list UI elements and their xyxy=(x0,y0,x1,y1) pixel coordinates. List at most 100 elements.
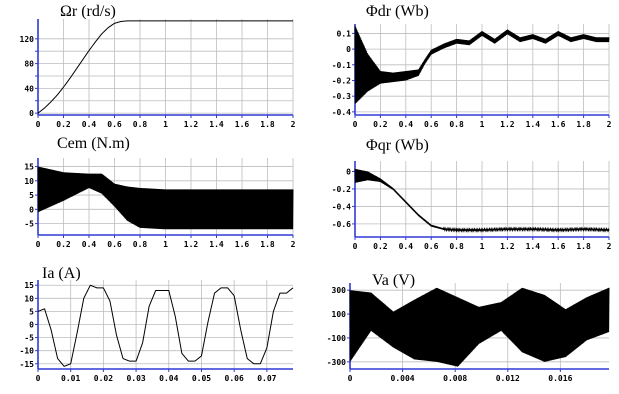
rotor-speed-x-ticks: 0 0.2 0.4 0.6 0.8 1 1.2 1.4 1.6 1.8 2 xyxy=(36,115,296,129)
torque-y-tick-label-2: 5 xyxy=(29,191,34,200)
current-y-tick-label-4: -5 xyxy=(24,334,34,343)
torque-x-tick-label-8: 1.6 xyxy=(235,240,250,249)
flux-qr-x-tick-label-4: 0.8 xyxy=(449,242,464,251)
current-x-tick-label-7: 0.07 xyxy=(257,374,276,383)
flux-qr-x-ticks: 0 0.2 0.4 0.6 0.8 1 1.2 1.4 1.6 1.8 2 xyxy=(353,237,612,251)
flux-dr-x-tick-label-4: 0.8 xyxy=(449,120,464,129)
rotor-speed-y-tick-label-0: 0 xyxy=(29,109,34,118)
flux-qr-y-tick-label-0: 0 xyxy=(346,167,351,176)
voltage-x-tick-label-1: 0.004 xyxy=(391,374,415,383)
flux-dr-x-tick-label-7: 1.4 xyxy=(526,120,541,129)
flux-dr-series-line xyxy=(354,25,610,104)
rotor-speed-y-ticks: 0 40 80 120 xyxy=(20,35,38,118)
flux-qr-x-tick-label-5: 1 xyxy=(480,242,485,251)
rotor-speed-x-tick-label-6: 1.2 xyxy=(184,120,199,129)
current-x-tick-label-2: 0.02 xyxy=(94,374,113,383)
chart-title-voltage: Va (V) xyxy=(372,272,415,289)
flux-dr-x-tick-label-5: 1 xyxy=(480,120,485,129)
flux-dr-x-tick-label-9: 1.8 xyxy=(576,120,591,129)
voltage-y-tick-label-3: -300 xyxy=(327,358,346,367)
chart-title-torque: Cem (N.m) xyxy=(57,135,130,152)
flux-qr-series-line xyxy=(354,168,610,233)
panel-flux-qr: Φqr (Wb) 0 0.2 0.4 0.6 0.8 1 1.2 1.4 1.6 1.8 2 0 -0.… xyxy=(332,137,612,251)
flux-dr-y-ticks: 0.1 0 -0.1 -0.2 -0.3 -0.4 xyxy=(332,29,355,117)
torque-x-tick-label-6: 1.2 xyxy=(184,240,199,249)
current-series-line xyxy=(37,284,294,367)
torque-x-tick-label-2: 0.4 xyxy=(82,240,97,249)
flux-dr-y-tick-label-2: -0.1 xyxy=(332,61,351,70)
torque-y-tick-label-1: 10 xyxy=(24,177,34,186)
current-x-ticks: 0 0.01 0.02 0.03 0.04 0.05 0.06 0.07 xyxy=(36,369,277,383)
panel-torque: Cem (N.m) 0 0.2 0.4 0.6 0.8 1 1.2 1.4 1.6 1.8 2151… xyxy=(24,135,295,249)
voltage-x-tick-label-4: 0.016 xyxy=(548,374,572,383)
torque-x-tick-label-4: 0.8 xyxy=(133,240,148,249)
rotor-speed-y-tick-label-4: 80 xyxy=(24,60,34,69)
voltage-x-tick-label-2: 0.008 xyxy=(443,374,467,383)
flux-qr-x-tick-label-8: 1.6 xyxy=(551,242,566,251)
current-y-tick-label-2: 5 xyxy=(29,307,34,316)
flux-dr-x-tick-label-10: 2 xyxy=(607,120,612,129)
torque-y-tick-label-0: 15 xyxy=(24,163,34,172)
flux-dr-x-tick-label-1: 0.2 xyxy=(373,120,388,129)
rotor-speed-x-tick-label-7: 1.4 xyxy=(209,120,224,129)
flux-qr-y-ticks: 0 -0.2 -0.4 -0.6 xyxy=(332,167,355,229)
rotor-speed-x-tick-label-5: 1 xyxy=(163,120,168,129)
rotor-speed-x-tick-label-4: 0.8 xyxy=(133,120,148,129)
flux-qr-x-tick-label-10: 2 xyxy=(607,242,612,251)
rotor-speed-series-line xyxy=(37,20,293,114)
current-x-tick-label-5: 0.05 xyxy=(192,374,211,383)
flux-dr-x-tick-label-2: 0.4 xyxy=(399,120,414,129)
voltage-y-tick-label-0: 300 xyxy=(332,286,347,295)
current-x-tick-label-0: 0 xyxy=(36,374,41,383)
flux-qr-y-tick-label-2: -0.4 xyxy=(332,202,351,211)
flux-dr-y-tick-label-5: -0.4 xyxy=(332,108,351,117)
flux-dr-x-tick-label-8: 1.6 xyxy=(551,120,566,129)
rotor-speed-x-tick-label-9: 1.8 xyxy=(260,120,275,129)
current-x-tick-label-1: 0.01 xyxy=(61,374,80,383)
voltage-y-tick-label-2: -100 xyxy=(327,334,346,343)
current-grid xyxy=(37,280,293,369)
flux-qr-x-tick-label-7: 1.4 xyxy=(526,242,541,251)
current-y-tick-label-6: -15 xyxy=(20,360,35,369)
chart-title-current: Ia (A) xyxy=(42,265,81,282)
rotor-speed-grid xyxy=(37,19,294,115)
voltage-x-tick-label-3: 0.012 xyxy=(496,374,520,383)
torque-x-tick-label-7: 1.4 xyxy=(209,240,224,249)
flux-dr-y-tick-label-1: 0 xyxy=(346,45,351,54)
torque-y-ticks: 15 10 5 0 -5 xyxy=(24,163,38,229)
flux-dr-x-ticks: 0 0.2 0.4 0.6 0.8 1 1.2 1.4 1.6 1.8 2 xyxy=(353,115,612,129)
rotor-speed-x-tick-label-2: 0.4 xyxy=(82,120,97,129)
rotor-speed-x-tick-label-10: 2 xyxy=(291,120,296,129)
current-y-tick-label-1: 10 xyxy=(24,294,34,303)
voltage-series-line xyxy=(349,287,610,367)
rotor-speed-x-tick-label-8: 1.6 xyxy=(235,120,250,129)
current-x-tick-label-6: 0.06 xyxy=(225,374,244,383)
rotor-speed-x-tick-label-1: 0.2 xyxy=(56,120,71,129)
flux-dr-y-tick-label-0: 0.1 xyxy=(337,29,352,38)
torque-y-tick-label-4: -5 xyxy=(24,220,34,229)
flux-qr-x-tick-label-0: 0 xyxy=(353,242,358,251)
chart-title-rotor-speed: Ωr (rd/s) xyxy=(60,3,116,20)
current-y-tick-label-0: 15 xyxy=(24,281,34,290)
torque-x-tick-label-3: 0.6 xyxy=(107,240,122,249)
flux-qr-x-tick-label-3: 0.6 xyxy=(424,242,439,251)
current-y-ticks: 15 10 5 0 -5 -10 -15 xyxy=(20,281,38,369)
voltage-y-tick-label-1: 100 xyxy=(332,310,347,319)
flux-dr-x-tick-label-6: 1.2 xyxy=(500,120,515,129)
flux-qr-y-tick-label-3: -0.6 xyxy=(332,220,351,229)
current-x-tick-label-4: 0.04 xyxy=(159,374,178,383)
flux-qr-x-tick-label-9: 1.8 xyxy=(576,242,591,251)
torque-x-tick-label-1: 0.2 xyxy=(56,240,71,249)
torque-x-tick-label-0: 0 xyxy=(36,240,41,249)
rotor-speed-x-tick-label-0: 0 xyxy=(36,120,41,129)
flux-qr-x-tick-label-2: 0.4 xyxy=(399,242,414,251)
chart-title-flux-qr: Φqr (Wb) xyxy=(366,137,429,154)
rotor-speed-y-tick-label-2: 40 xyxy=(24,84,34,93)
torque-x-tick-label-9: 1.8 xyxy=(260,240,275,249)
rotor-speed-y-tick-label-6: 120 xyxy=(20,35,35,44)
current-y-tick-label-3: 0 xyxy=(29,321,34,330)
panel-voltage: Va (V) 0 0.004 0.008 0.012 0.016 300 100 -100 -3… xyxy=(327,272,610,383)
flux-dr-y-tick-label-4: -0.3 xyxy=(332,92,351,101)
torque-x-ticks: 0 0.2 0.4 0.6 0.8 1 1.2 1.4 1.6 1.8 2 xyxy=(36,235,296,249)
